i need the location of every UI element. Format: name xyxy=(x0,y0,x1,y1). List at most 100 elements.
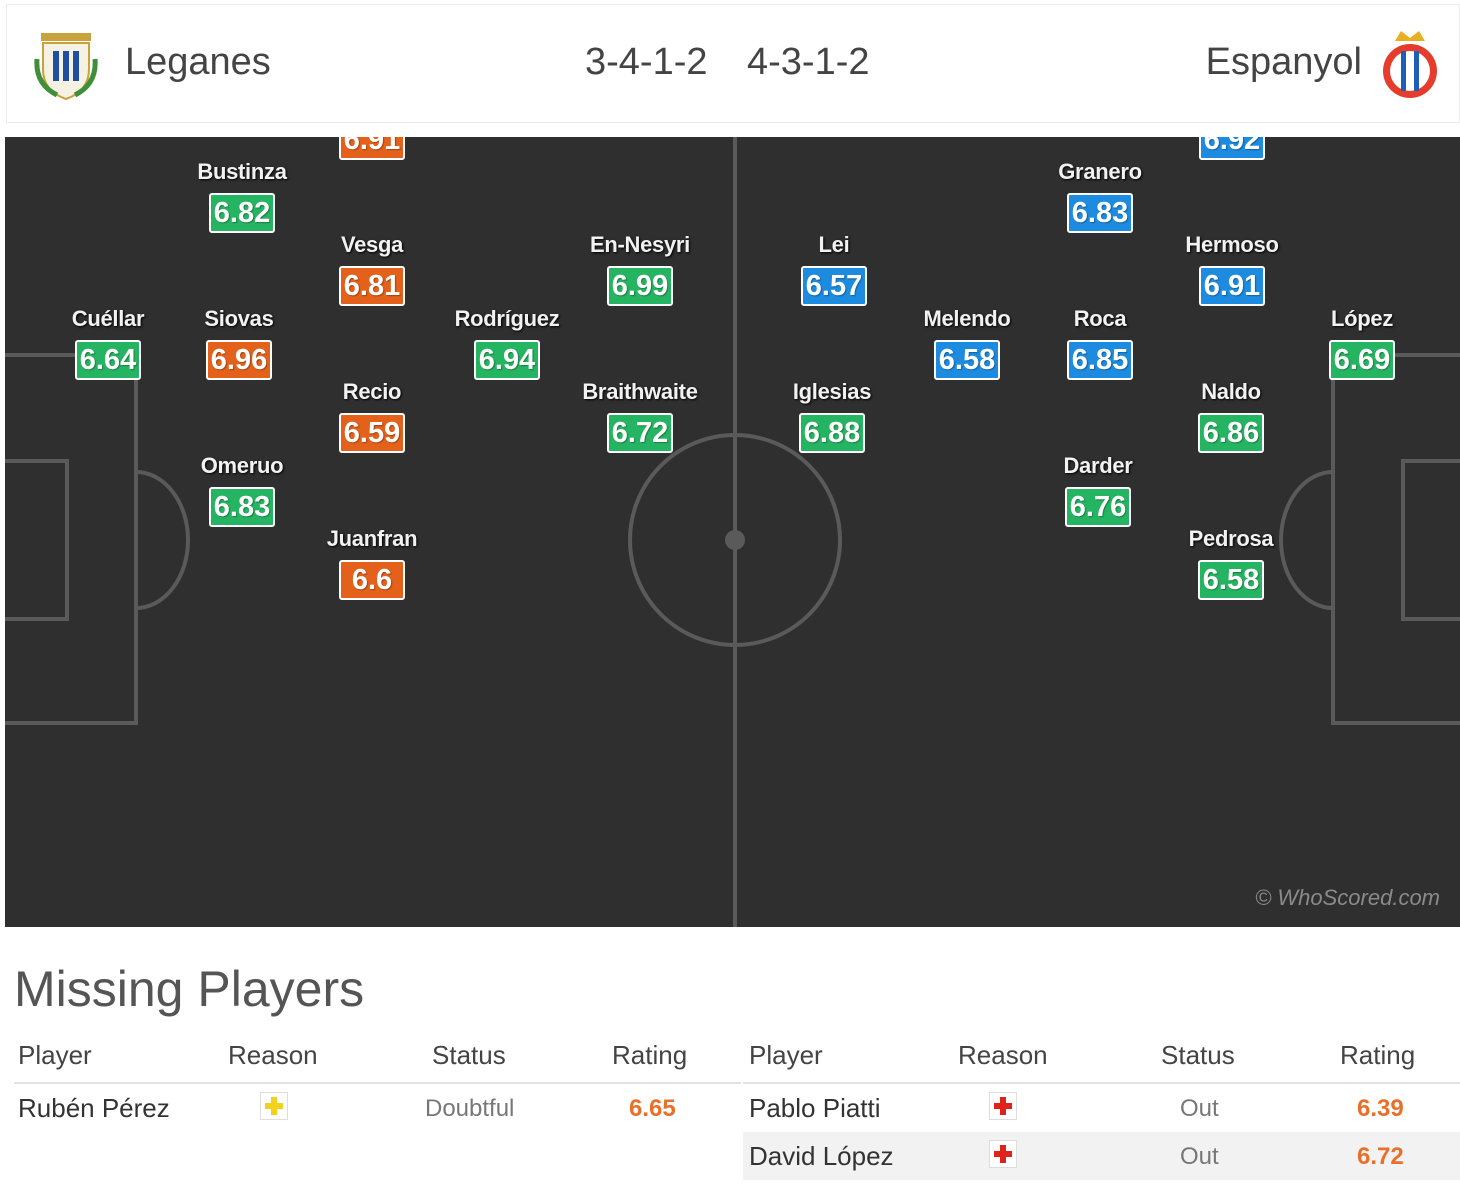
missing-players-title: Missing Players xyxy=(14,961,365,1017)
player-hermoso[interactable]: Hermoso 6.91 xyxy=(1157,232,1307,306)
missing-rating: 6.39 xyxy=(1357,1095,1404,1122)
player-rating-badge: 6.6 xyxy=(339,560,405,600)
player-name[interactable]: Roca xyxy=(1073,306,1127,331)
player-rating-badge: 6.92 xyxy=(1198,137,1266,160)
missing-player-name[interactable]: Rubén Pérez xyxy=(18,1093,170,1123)
red-cross-icon xyxy=(989,1140,1017,1168)
player-name[interactable]: Vesga xyxy=(340,232,404,257)
table-row[interactable]: David López Out 6.72 xyxy=(743,1132,1460,1180)
player-rating-badge: 6.96 xyxy=(205,340,273,380)
espanyol-crest-icon xyxy=(1383,31,1437,98)
pitch: Cuéllar 6.64 Bustinza 6.82 Siovas 6.96 Omeruo 6… xyxy=(5,137,1460,927)
player-rating-badge: 6.82 xyxy=(208,193,276,233)
player-name[interactable]: Rodríguez xyxy=(454,306,560,331)
home-missing-table: Player Reason Status Rating Rubén Pérez … xyxy=(14,1036,741,1132)
player-rating-badge: 6.85 xyxy=(1066,340,1134,380)
yellow-cross-icon xyxy=(260,1092,288,1120)
player-cu-llar[interactable]: Cuéllar 6.64 xyxy=(33,306,183,380)
player-siovas[interactable]: Siovas 6.96 xyxy=(164,306,314,380)
missing-status: Out xyxy=(1180,1095,1219,1122)
player-name[interactable]: Juanfran xyxy=(326,526,418,551)
player-rodr-guez[interactable]: Rodríguez 6.94 xyxy=(432,306,582,380)
missing-rating: 6.65 xyxy=(629,1095,676,1122)
player-name[interactable]: En-Nesyri xyxy=(589,232,690,257)
player-bustinza[interactable]: Bustinza 6.82 xyxy=(167,159,317,233)
player-rosales[interactable]: Rosales6.92 xyxy=(1157,137,1307,160)
player-rating-badge: 6.64 xyxy=(74,340,142,380)
col-rating[interactable]: Rating xyxy=(612,1040,688,1070)
player-rating-badge: 6.59 xyxy=(338,413,406,453)
player-melendo[interactable]: Melendo 6.58 xyxy=(892,306,1042,380)
col-status[interactable]: Status xyxy=(1161,1040,1235,1070)
player-iglesias[interactable]: Iglesias 6.88 xyxy=(757,379,907,453)
player-rating-badge: 6.58 xyxy=(933,340,1001,380)
player-name[interactable]: Melendo xyxy=(923,306,1011,331)
match-header: Leganes 3-4-1-2 4-3-1-2 Espanyol xyxy=(6,4,1460,123)
player-rating-badge: 6.76 xyxy=(1064,487,1132,527)
player-rating-badge: 6.94 xyxy=(473,340,541,380)
red-cross-icon xyxy=(989,1092,1017,1120)
player-omeruo[interactable]: Omeruo 6.83 xyxy=(167,453,317,527)
pitch-markings xyxy=(5,137,1460,927)
missing-status: Out xyxy=(1180,1143,1219,1170)
player-rating-badge: 6.83 xyxy=(208,487,276,527)
player-name[interactable]: López xyxy=(1330,306,1394,331)
player-rating-badge: 6.57 xyxy=(800,266,868,306)
player-name[interactable]: Recio xyxy=(342,379,402,404)
table-row[interactable]: Pablo Piatti Out 6.39 xyxy=(743,1084,1460,1132)
player-en-nesyri[interactable]: En-Nesyri 6.99 xyxy=(565,232,715,306)
missing-player-name[interactable]: David López xyxy=(749,1141,894,1171)
leganes-crest-icon xyxy=(34,33,98,101)
away-missing-table: Player Reason Status Rating Pablo Piatti… xyxy=(743,1036,1460,1180)
player-naldo[interactable]: Naldo 6.86 xyxy=(1156,379,1306,453)
player-name[interactable]: Cuéllar xyxy=(71,306,145,331)
player-name[interactable]: Hermoso xyxy=(1185,232,1279,257)
player-silva[interactable]: Silva6.91 xyxy=(297,137,447,160)
player-pedrosa[interactable]: Pedrosa 6.58 xyxy=(1156,526,1306,600)
player-braithwaite[interactable]: Braithwaite 6.72 xyxy=(565,379,715,453)
player-rating-badge: 6.86 xyxy=(1197,413,1265,453)
player-granero[interactable]: Granero 6.83 xyxy=(1025,159,1175,233)
home-formation: 3-4-1-2 xyxy=(585,41,708,83)
player-rating-badge: 6.69 xyxy=(1328,340,1396,380)
player-rating-badge: 6.91 xyxy=(1198,266,1266,306)
player-lei[interactable]: Lei 6.57 xyxy=(759,232,909,306)
away-team-name[interactable]: Espanyol xyxy=(1205,41,1362,83)
table-header: Player Reason Status Rating xyxy=(14,1036,741,1084)
table-header: Player Reason Status Rating xyxy=(743,1036,1460,1084)
player-l-pez[interactable]: López 6.69 xyxy=(1287,306,1437,380)
col-status[interactable]: Status xyxy=(432,1040,506,1070)
player-vesga[interactable]: Vesga 6.81 xyxy=(297,232,447,306)
player-name[interactable]: Bustinza xyxy=(197,159,287,184)
player-rating-badge: 6.83 xyxy=(1066,193,1134,233)
player-roca[interactable]: Roca 6.85 xyxy=(1025,306,1175,380)
table-row[interactable]: Rubén Pérez Doubtful 6.65 xyxy=(14,1084,741,1132)
player-rating-badge: 6.99 xyxy=(606,266,674,306)
player-juanfran[interactable]: Juanfran 6.6 xyxy=(297,526,447,600)
col-player[interactable]: Player xyxy=(749,1040,823,1070)
player-name[interactable]: Pedrosa xyxy=(1188,526,1274,551)
player-name[interactable]: Naldo xyxy=(1201,379,1261,404)
player-rating-badge: 6.72 xyxy=(606,413,674,453)
player-name[interactable]: Lei xyxy=(818,232,850,257)
player-recio[interactable]: Recio 6.59 xyxy=(297,379,447,453)
player-name[interactable]: Darder xyxy=(1063,453,1133,478)
home-team-name[interactable]: Leganes xyxy=(125,41,271,83)
player-name[interactable]: Granero xyxy=(1058,159,1142,184)
player-rating-badge: 6.91 xyxy=(338,137,406,160)
missing-status: Doubtful xyxy=(425,1095,515,1122)
player-rating-badge: 6.58 xyxy=(1197,560,1265,600)
player-name[interactable]: Siovas xyxy=(204,306,274,331)
player-darder[interactable]: Darder 6.76 xyxy=(1023,453,1173,527)
player-name[interactable]: Iglesias xyxy=(792,379,872,404)
col-reason[interactable]: Reason xyxy=(228,1040,318,1070)
watermark: © WhoScored.com xyxy=(1255,885,1440,910)
col-reason[interactable]: Reason xyxy=(958,1040,1048,1070)
player-name[interactable]: Braithwaite xyxy=(582,379,698,404)
col-rating[interactable]: Rating xyxy=(1340,1040,1416,1070)
missing-rating: 6.72 xyxy=(1357,1143,1404,1170)
col-player[interactable]: Player xyxy=(18,1040,92,1070)
player-rating-badge: 6.81 xyxy=(338,266,406,306)
missing-player-name[interactable]: Pablo Piatti xyxy=(749,1093,881,1123)
player-name[interactable]: Omeruo xyxy=(200,453,284,478)
